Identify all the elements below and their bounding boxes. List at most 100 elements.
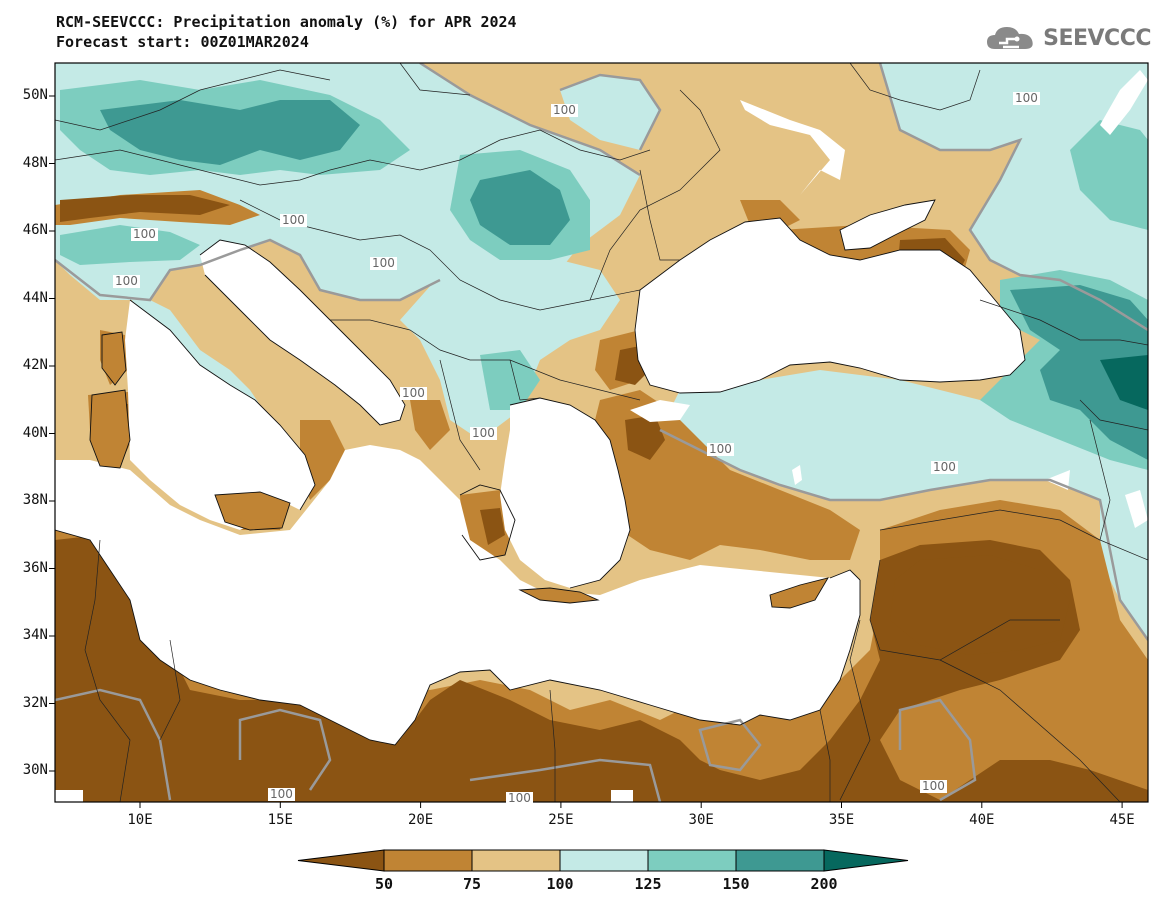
country-border [839,619,871,801]
contour-label: 100 [370,256,397,270]
y-axis-tick-label: 50N [22,87,48,103]
country-border [849,63,981,111]
chart-subtitle: Forecast start: 00Z01MAR2024 [56,33,309,51]
river-marks [740,100,845,195]
contour-label: 100 [400,386,427,400]
lake-mark [611,790,633,802]
coastline [769,577,829,609]
anomaly-zone-125-150 [1070,120,1148,230]
country-border [589,89,721,301]
colorbar-segment [559,849,649,872]
country-border [879,509,1101,541]
anomaly-zone-125-150 [480,350,540,410]
contour-label: 100 [1013,91,1040,105]
coastline [839,199,936,251]
contour-100 [898,698,977,802]
colorbar-tick-label: 75 [462,875,482,893]
coastline [89,389,131,469]
colorbar-segment [735,849,825,872]
x-axis-tick-label: 15E [267,812,293,828]
country-border [639,169,680,261]
anomaly-zone-100-125 [1100,500,1148,640]
contour-100 [469,758,662,802]
y-axis-tick-label: 30N [22,762,48,778]
country-border [55,69,331,131]
sardinia-island [90,390,130,468]
contour-label: 100 [470,426,497,440]
seevccc-logo: SEEVCCC [985,20,1151,56]
contour-100 [878,63,1148,332]
colorbar-segment [383,849,473,872]
coastline [129,299,316,511]
anomaly-zone-100-125 [880,63,1148,330]
x-axis-tick-label: 35E [828,812,855,828]
corsica-island [102,332,126,385]
colorbar-tick-label: 125 [634,875,662,893]
contour-label: 100 [931,460,958,474]
coastline [829,569,861,581]
contour-100 [698,718,762,772]
contour-100 [55,688,172,801]
coastline [634,217,1026,394]
anomaly-zone-below-50 [890,555,1070,655]
anomaly-zone-50-75 [410,400,450,450]
chart-title: RCM-SEEVCCC: Precipitation anomaly (%) f… [56,13,517,31]
coastline [199,239,406,426]
cyprus-island [770,578,828,608]
coastline [518,587,600,604]
colorbar-segment [471,849,561,872]
anomaly-zone-below-50 [480,508,505,545]
contour-label: 100 [113,274,140,288]
country-border [1079,399,1148,431]
colorbar-tick-label: 50 [374,875,394,893]
country-border [939,659,1121,802]
aegean-sea [500,398,630,588]
country-border [399,63,471,96]
black-sea [635,218,1025,393]
country-border [159,639,181,741]
country-border [55,129,651,186]
lake-mark [792,465,802,485]
contour-label: 100 [506,791,533,805]
contour-label: 100 [551,103,578,117]
lake-marks [1100,70,1148,135]
anomaly-zone-below-50 [625,415,665,460]
contour-label: 100 [131,227,158,241]
colorbar-tick-label: 100 [546,875,574,893]
coastline [101,331,127,386]
coastline [459,484,516,561]
coastline [509,397,631,589]
x-axis-tick-label: 40E [969,812,995,828]
anomaly-zone-125-150 [60,225,200,265]
y-axis-tick-label: 46N [22,222,48,238]
contour-label: 100 [280,213,307,227]
logo-text: SEEVCCC [1043,25,1151,51]
mediterranean-sea [55,445,860,745]
country-border [979,299,1148,346]
contour-100 [55,238,441,302]
y-axis-tick-label: 36N [22,559,48,576]
x-axis-tick-label: 10E [127,812,153,828]
colorbar-segment [297,849,385,872]
country-border [439,359,481,471]
contour-100 [559,73,662,151]
lake-mark [55,790,83,802]
x-axis-tick-label: 45E [1109,812,1135,828]
y-axis-ticks [49,95,55,772]
contour-100 [659,428,1148,641]
country-border [1089,419,1148,561]
map-frame [54,62,1149,803]
coastline [55,529,861,746]
sicily-island [215,492,290,530]
anomaly-zone-100-125 [560,75,660,150]
anomaly-zone-below-50 [60,195,230,222]
x-axis-tick-label: 30E [688,812,714,828]
anomaly-zone-200-plus [1100,355,1148,410]
cloud-icon [987,27,1033,49]
lake-mark [1125,490,1148,528]
y-axis-tick-label: 48N [22,154,48,171]
colorbar-segment [647,849,737,872]
contour-label: 100 [707,442,734,456]
colorbar [297,849,909,872]
